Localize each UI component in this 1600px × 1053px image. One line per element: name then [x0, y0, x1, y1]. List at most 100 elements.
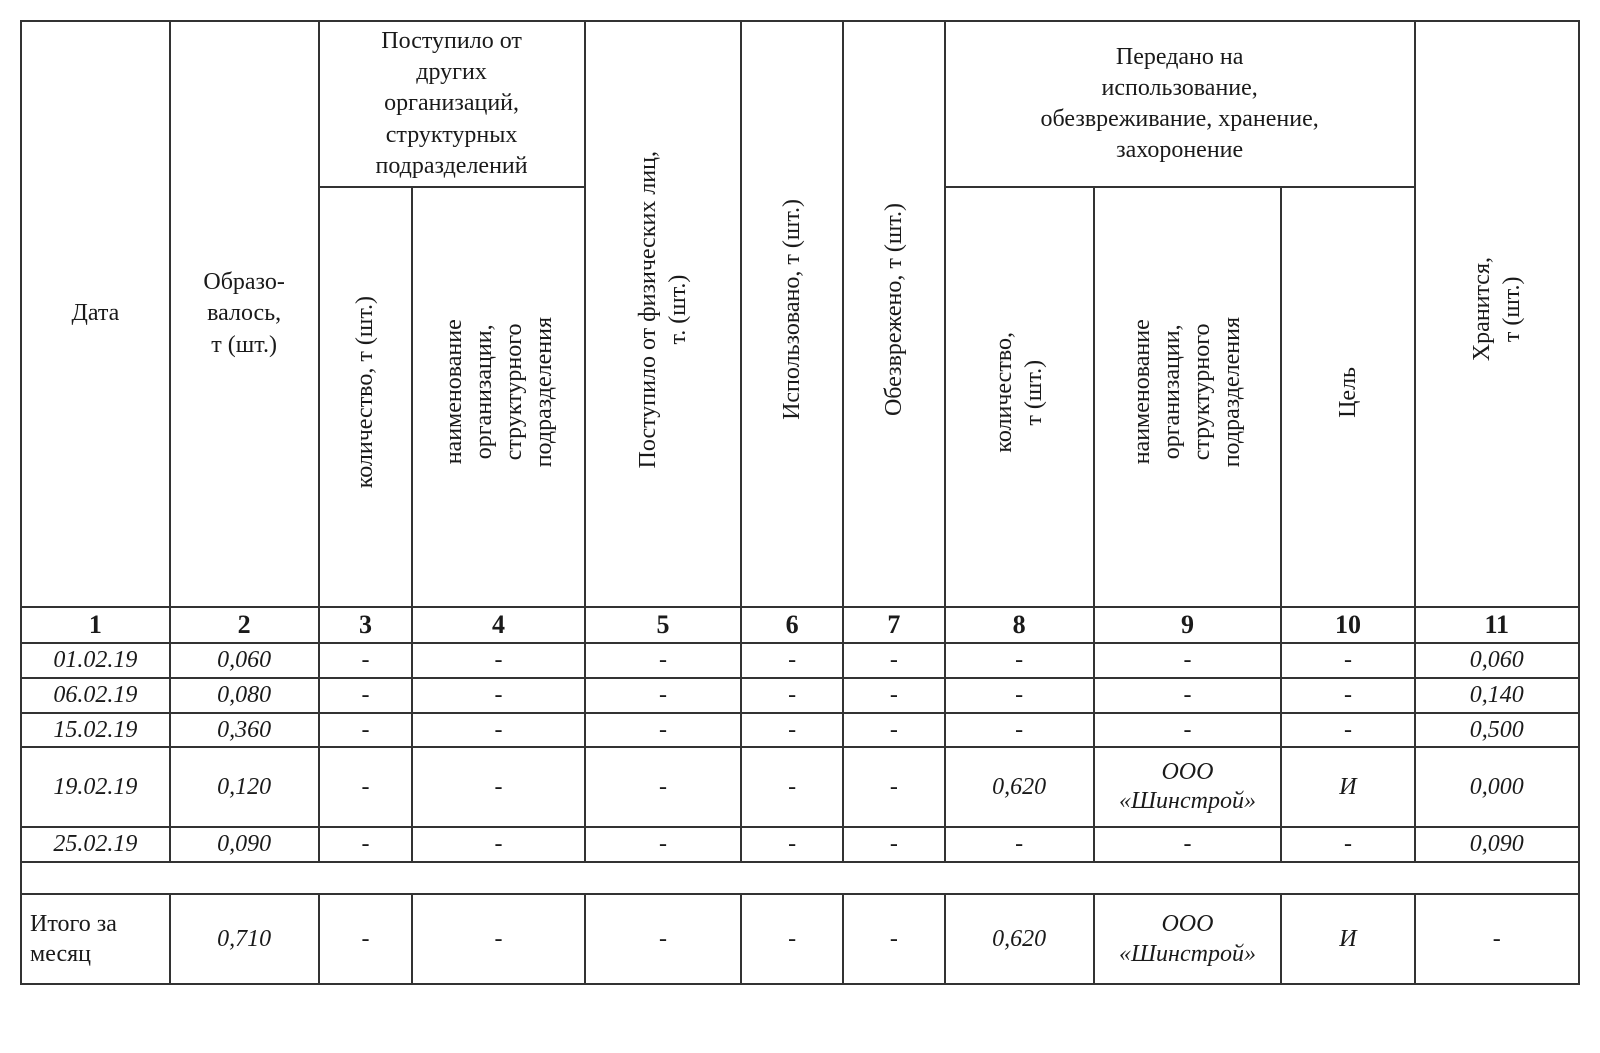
cell: - — [741, 747, 843, 827]
cell: - — [319, 643, 413, 678]
spacer-cell — [21, 862, 1579, 894]
cell: - — [585, 827, 742, 862]
cell: 0,710 — [170, 894, 319, 984]
cell: - — [319, 827, 413, 862]
col-num: 2 — [170, 607, 319, 643]
cell: - — [412, 747, 584, 827]
col-num: 5 — [585, 607, 742, 643]
cell: - — [945, 713, 1094, 748]
cell: - — [585, 894, 742, 984]
hdr-neutralized: Обезврежено, т (шт.) — [843, 21, 945, 607]
cell: 0,140 — [1415, 678, 1579, 713]
hdr-formed: Образо-валось,т (шт.) — [170, 21, 319, 607]
cell: - — [585, 678, 742, 713]
hdr-stored: Хранится,т (шт.) — [1415, 21, 1579, 607]
col-num: 7 — [843, 607, 945, 643]
col-num: 8 — [945, 607, 1094, 643]
cell: 0,090 — [170, 827, 319, 862]
hdr-recv-qty: количество, т (шт.) — [319, 187, 413, 607]
cell: ООО«Шинстрой» — [1094, 747, 1282, 827]
hdr-received-group: Поступило отдругихорганизаций,структурны… — [319, 21, 585, 187]
col-num: 4 — [412, 607, 584, 643]
cell: 0,620 — [945, 747, 1094, 827]
table-row: 15.02.19 0,360 - - - - - - - - 0,500 — [21, 713, 1579, 748]
col-num: 9 — [1094, 607, 1282, 643]
cell: - — [843, 643, 945, 678]
cell: 19.02.19 — [21, 747, 170, 827]
hdr-trans-org: наименованиеорганизации,структурногоподр… — [1094, 187, 1282, 607]
cell: 0,000 — [1415, 747, 1579, 827]
cell: - — [319, 894, 413, 984]
cell: - — [741, 643, 843, 678]
header-row-1: Дата Образо-валось,т (шт.) Поступило отд… — [21, 21, 1579, 187]
cell: 0,060 — [170, 643, 319, 678]
hdr-used: Использовано, т (шт.) — [741, 21, 843, 607]
cell: - — [319, 678, 413, 713]
cell: - — [945, 827, 1094, 862]
cell: 25.02.19 — [21, 827, 170, 862]
hdr-trans-goal: Цель — [1281, 187, 1414, 607]
cell: - — [1094, 827, 1282, 862]
cell: - — [319, 713, 413, 748]
waste-log-table: Дата Образо-валось,т (шт.) Поступило отд… — [20, 20, 1580, 985]
cell: И — [1281, 894, 1414, 984]
cell: - — [585, 713, 742, 748]
cell: - — [1281, 713, 1414, 748]
hdr-from-individuals: Поступило от физических лиц,т. (шт.) — [585, 21, 742, 607]
cell: - — [412, 894, 584, 984]
cell: 0,620 — [945, 894, 1094, 984]
cell: - — [412, 678, 584, 713]
cell: - — [843, 713, 945, 748]
cell: 0,060 — [1415, 643, 1579, 678]
table-row: 06.02.19 0,080 - - - - - - - - 0,140 — [21, 678, 1579, 713]
spacer-row — [21, 862, 1579, 894]
col-num: 1 — [21, 607, 170, 643]
cell: 06.02.19 — [21, 678, 170, 713]
cell: - — [741, 713, 843, 748]
cell: 0,080 — [170, 678, 319, 713]
cell: 15.02.19 — [21, 713, 170, 748]
cell: - — [412, 713, 584, 748]
hdr-trans-qty: количество,т (шт.) — [945, 187, 1094, 607]
cell: - — [741, 827, 843, 862]
total-row: Итого замесяц 0,710 - - - - - 0,620 ООО«… — [21, 894, 1579, 984]
cell: - — [1281, 827, 1414, 862]
cell: - — [843, 678, 945, 713]
cell: - — [1094, 643, 1282, 678]
cell: 0,090 — [1415, 827, 1579, 862]
cell: 0,500 — [1415, 713, 1579, 748]
col-num: 11 — [1415, 607, 1579, 643]
cell: - — [843, 827, 945, 862]
column-number-row: 1 2 3 4 5 6 7 8 9 10 11 — [21, 607, 1579, 643]
cell: - — [585, 643, 742, 678]
cell: - — [843, 894, 945, 984]
cell: - — [1094, 713, 1282, 748]
cell: - — [1281, 643, 1414, 678]
cell: 0,360 — [170, 713, 319, 748]
cell: 0,120 — [170, 747, 319, 827]
cell: - — [843, 747, 945, 827]
table-row: 01.02.19 0,060 - - - - - - - - 0,060 — [21, 643, 1579, 678]
table-body: 01.02.19 0,060 - - - - - - - - 0,060 06.… — [21, 643, 1579, 984]
hdr-date: Дата — [21, 21, 170, 607]
cell: - — [1281, 678, 1414, 713]
col-num: 10 — [1281, 607, 1414, 643]
col-num: 6 — [741, 607, 843, 643]
cell: - — [741, 894, 843, 984]
cell: - — [1415, 894, 1579, 984]
total-label: Итого замесяц — [21, 894, 170, 984]
hdr-recv-org: наименованиеорганизации,структурногоподр… — [412, 187, 584, 607]
cell: - — [412, 827, 584, 862]
table-row: 25.02.19 0,090 - - - - - - - - 0,090 — [21, 827, 1579, 862]
cell: - — [945, 643, 1094, 678]
cell: - — [412, 643, 584, 678]
hdr-transferred-group: Передано наиспользование,обезвреживание,… — [945, 21, 1415, 187]
cell: 01.02.19 — [21, 643, 170, 678]
cell: ООО«Шинстрой» — [1094, 894, 1282, 984]
col-num: 3 — [319, 607, 413, 643]
cell: - — [945, 678, 1094, 713]
cell: - — [741, 678, 843, 713]
cell: - — [319, 747, 413, 827]
cell: - — [585, 747, 742, 827]
cell: И — [1281, 747, 1414, 827]
